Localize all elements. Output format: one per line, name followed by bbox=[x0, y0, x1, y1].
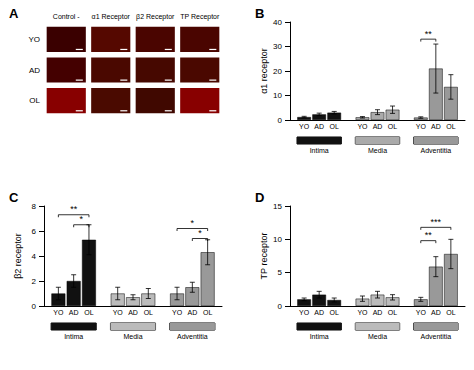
svg-text:α1 receptor: α1 receptor bbox=[259, 48, 269, 94]
svg-text:0: 0 bbox=[32, 302, 37, 311]
svg-text:AD: AD bbox=[373, 123, 383, 130]
svg-text:OL: OL bbox=[446, 309, 455, 316]
svg-text:Adventitia: Adventitia bbox=[177, 333, 208, 340]
svg-text:OL: OL bbox=[29, 96, 40, 105]
svg-text:OL: OL bbox=[330, 123, 339, 130]
svg-text:*: * bbox=[80, 214, 84, 224]
svg-text:AD: AD bbox=[29, 66, 40, 75]
svg-text:40: 40 bbox=[273, 18, 282, 27]
svg-text:15: 15 bbox=[273, 202, 282, 211]
svg-text:Control -: Control - bbox=[53, 13, 81, 20]
svg-text:A: A bbox=[9, 6, 19, 21]
svg-text:*: * bbox=[191, 218, 195, 228]
svg-text:*: * bbox=[198, 228, 202, 238]
svg-text:YO: YO bbox=[299, 309, 310, 316]
svg-text:YO: YO bbox=[416, 309, 427, 316]
svg-text:**: ** bbox=[70, 204, 78, 214]
svg-text:OL: OL bbox=[84, 309, 93, 316]
svg-text:0: 0 bbox=[278, 302, 283, 311]
svg-text:0: 0 bbox=[278, 116, 283, 125]
svg-text:YO: YO bbox=[28, 35, 40, 44]
svg-text:AD: AD bbox=[431, 123, 441, 130]
svg-text:AD: AD bbox=[128, 309, 138, 316]
svg-text:Adventitia: Adventitia bbox=[420, 333, 451, 340]
svg-text:Intima: Intima bbox=[310, 333, 329, 340]
svg-text:TP receptor: TP receptor bbox=[259, 233, 269, 280]
svg-text:**: ** bbox=[425, 29, 433, 39]
svg-text:Media: Media bbox=[368, 333, 387, 340]
svg-text:AD: AD bbox=[69, 309, 79, 316]
svg-text:6: 6 bbox=[32, 227, 37, 236]
svg-text:2: 2 bbox=[32, 277, 37, 286]
svg-text:B: B bbox=[255, 6, 264, 21]
svg-text:8: 8 bbox=[32, 202, 37, 211]
svg-text:α1 Receptor: α1 Receptor bbox=[92, 13, 131, 21]
svg-text:YO: YO bbox=[172, 309, 183, 316]
svg-text:5: 5 bbox=[278, 268, 283, 277]
svg-text:β2 Receptor: β2 Receptor bbox=[136, 13, 175, 21]
svg-text:AD: AD bbox=[373, 309, 383, 316]
svg-text:D: D bbox=[255, 190, 264, 205]
svg-text:OL: OL bbox=[203, 309, 212, 316]
svg-text:OL: OL bbox=[446, 123, 455, 130]
svg-text:10: 10 bbox=[273, 235, 282, 244]
svg-text:YO: YO bbox=[53, 309, 64, 316]
svg-text:OL: OL bbox=[330, 309, 339, 316]
svg-text:10: 10 bbox=[273, 91, 282, 100]
svg-text:Media: Media bbox=[368, 147, 387, 154]
svg-text:30: 30 bbox=[273, 42, 282, 51]
svg-text:AD: AD bbox=[314, 309, 324, 316]
svg-text:OL: OL bbox=[388, 309, 397, 316]
svg-text:YO: YO bbox=[299, 123, 310, 130]
svg-text:Adventitia: Adventitia bbox=[420, 147, 451, 154]
svg-text:***: *** bbox=[431, 217, 442, 227]
svg-text:AD: AD bbox=[431, 309, 441, 316]
svg-text:**: ** bbox=[425, 230, 433, 240]
svg-text:YO: YO bbox=[416, 123, 427, 130]
svg-text:20: 20 bbox=[273, 67, 282, 76]
svg-text:Media: Media bbox=[123, 333, 142, 340]
svg-text:Intima: Intima bbox=[310, 147, 329, 154]
svg-text:AD: AD bbox=[314, 123, 324, 130]
svg-text:C: C bbox=[9, 190, 19, 205]
svg-text:β2 receptor: β2 receptor bbox=[13, 233, 23, 279]
svg-text:YO: YO bbox=[113, 309, 124, 316]
svg-text:4: 4 bbox=[32, 252, 37, 261]
svg-text:OL: OL bbox=[144, 309, 153, 316]
svg-text:Intima: Intima bbox=[64, 333, 83, 340]
svg-text:AD: AD bbox=[187, 309, 197, 316]
svg-text:OL: OL bbox=[388, 123, 397, 130]
svg-text:YO: YO bbox=[357, 123, 368, 130]
svg-text:TP Receptor: TP Receptor bbox=[180, 13, 220, 21]
svg-text:YO: YO bbox=[357, 309, 368, 316]
